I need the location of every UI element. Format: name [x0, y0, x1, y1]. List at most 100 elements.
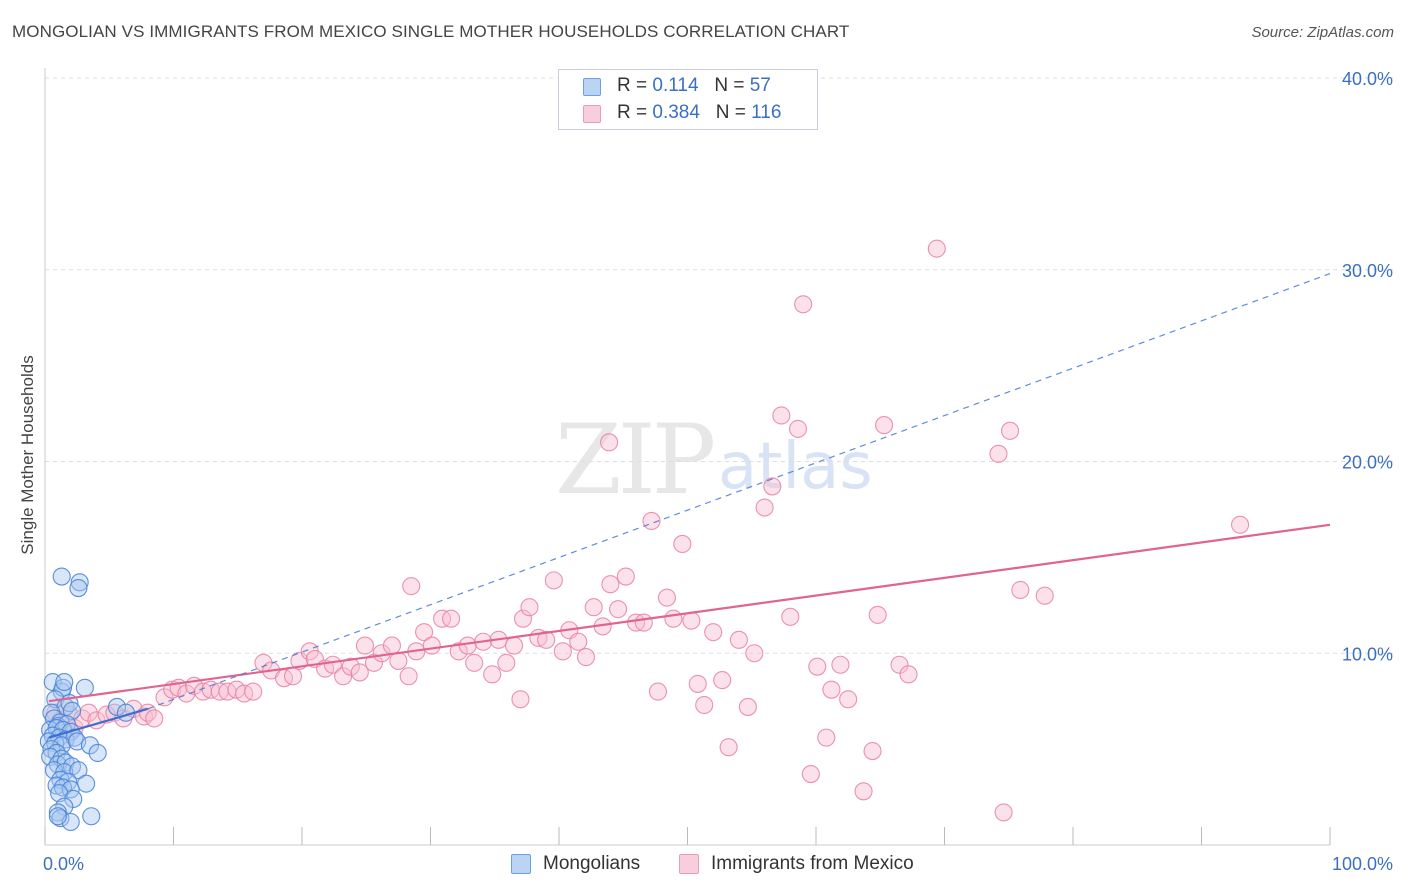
- mexico-point: [781, 607, 800, 626]
- mexico-point: [609, 600, 628, 619]
- mexico-point: [682, 611, 701, 630]
- mexico-point: [854, 782, 873, 801]
- mexico-point: [788, 419, 808, 438]
- y-tick-label: 20.0%: [1342, 453, 1393, 473]
- mongolians-point: [55, 672, 74, 692]
- mongolians-point: [69, 761, 88, 780]
- watermark-zip: ZIP: [555, 404, 716, 516]
- mexico-point: [145, 709, 164, 728]
- r-label: R =: [617, 75, 653, 96]
- r-value-mexico: 0.384: [652, 102, 700, 123]
- mongolians-point: [88, 743, 107, 763]
- mexico-point: [801, 765, 820, 784]
- mexico-point: [1000, 421, 1020, 440]
- mexico-point: [402, 577, 421, 596]
- mexico-point: [927, 239, 946, 258]
- mongolians-point: [69, 579, 88, 598]
- mongolians-point: [48, 807, 67, 826]
- mexico-point: [704, 623, 723, 642]
- mexico-point: [600, 433, 619, 452]
- mongolians-trend-line: [48, 707, 149, 739]
- mexico-point: [713, 671, 732, 690]
- mexico-point: [808, 657, 827, 676]
- mexico-point: [584, 598, 603, 617]
- mexico-trend-line: [48, 523, 1331, 703]
- mexico-point: [657, 588, 676, 607]
- mexico-point: [673, 534, 692, 554]
- mongolians-point: [75, 678, 94, 697]
- mexico-point: [504, 636, 524, 655]
- mongolians-legend-swatch: [511, 854, 531, 874]
- mexico-point: [794, 295, 813, 314]
- x-tick-label-min: 0.0%: [43, 854, 84, 874]
- n-label: N =: [715, 102, 752, 123]
- mexico-point: [616, 567, 635, 586]
- mexico-swatch: [583, 105, 601, 123]
- mexico-point: [1231, 515, 1250, 534]
- mongolians-point: [52, 567, 71, 586]
- mexico-point: [695, 695, 714, 715]
- mongolians-point: [107, 697, 127, 716]
- mexico-point: [465, 653, 484, 672]
- mexico-legend-swatch: [679, 854, 699, 874]
- mexico-point: [719, 738, 738, 757]
- legend-label-mongolians: Mongolians: [543, 853, 641, 874]
- mexico-point: [817, 728, 836, 747]
- n-value-mongolians: 57: [749, 75, 771, 96]
- mexico-point: [729, 630, 748, 649]
- mexico-point: [399, 667, 418, 686]
- mexico-point: [576, 648, 596, 667]
- mexico-point: [544, 571, 563, 590]
- mexico-point: [422, 636, 441, 655]
- mexico-point: [497, 653, 516, 672]
- mexico-point: [355, 636, 375, 655]
- mexico-point: [341, 657, 360, 676]
- mexico-point: [458, 636, 477, 655]
- mexico-point: [520, 598, 539, 617]
- mexico-point: [664, 609, 683, 628]
- mexico-point: [382, 636, 402, 655]
- mexico-point: [831, 655, 850, 674]
- mexico-point: [899, 665, 918, 684]
- watermark-atlas: atlas: [718, 430, 873, 504]
- mexico-point: [890, 655, 909, 674]
- mongolians-point: [62, 701, 82, 720]
- mexico-point: [763, 477, 782, 496]
- mexico-point: [868, 605, 887, 624]
- series-legend: Mongolians Immigrants from Mexico: [0, 852, 1406, 878]
- mexico-point: [244, 682, 263, 701]
- mexico-point: [755, 498, 774, 517]
- mexico-point: [415, 623, 434, 642]
- source-credit: Source: ZipAtlas.com: [1251, 24, 1394, 41]
- mexico-point: [283, 667, 303, 686]
- y-tick-label: 40.0%: [1342, 69, 1393, 89]
- mexico-point: [1011, 580, 1030, 600]
- mexico-point: [513, 609, 533, 628]
- mongolians-trend-line-dashed: [147, 273, 1331, 710]
- y-tick-label: 30.0%: [1342, 261, 1393, 281]
- mongolians-point: [51, 809, 70, 828]
- mexico-point: [334, 667, 353, 686]
- mexico-point: [772, 406, 791, 425]
- mexico-point: [350, 663, 369, 682]
- mexico-point: [839, 690, 858, 709]
- mexico-point: [449, 642, 468, 661]
- mexico-point: [442, 609, 461, 628]
- mexico-point: [511, 690, 530, 709]
- mongolians-point: [82, 807, 101, 826]
- stats-legend: R = 0.114 N = 57 R = 0.384 N = 116: [558, 69, 818, 130]
- n-value-mexico: 116: [751, 102, 782, 123]
- mexico-point: [1035, 586, 1054, 605]
- mongolians-point: [70, 573, 89, 592]
- mexico-point: [989, 444, 1008, 463]
- r-value-mongolians: 0.114: [652, 75, 699, 96]
- mexico-point: [483, 665, 502, 684]
- mexico-point: [738, 697, 757, 716]
- r-label: R =: [617, 102, 653, 123]
- y-tick-label: 10.0%: [1342, 644, 1393, 664]
- mexico-point: [994, 803, 1013, 822]
- mexico-point: [235, 684, 254, 703]
- mexico-point: [875, 416, 894, 435]
- mongolians-point: [80, 736, 100, 755]
